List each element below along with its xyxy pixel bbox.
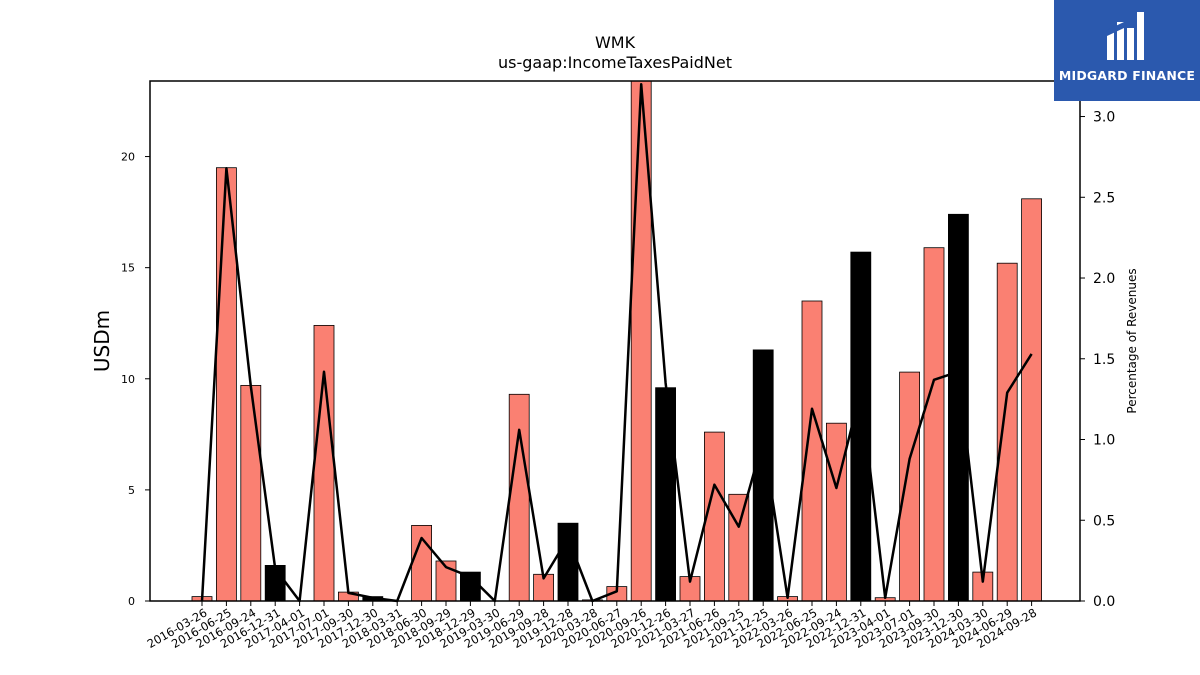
bar-2017-07-01	[313, 324, 335, 602]
bar-2023-09-30	[923, 247, 945, 602]
right-tick-label: 2.5	[1093, 190, 1115, 206]
bar-2019-06-29	[508, 393, 530, 602]
bar-2018-06-30	[411, 525, 433, 602]
chart-subtitle: us-gaap:IncomeTaxesPaidNet	[498, 53, 732, 72]
bar-2023-12-30	[948, 213, 969, 602]
bar-series	[191, 80, 1042, 602]
left-tick-label: 20	[121, 151, 135, 164]
line-series	[200, 82, 1033, 603]
x-axis: 2016-03-262016-06-252016-09-242016-12-31…	[145, 601, 1039, 651]
bar-2023-07-01	[899, 371, 920, 602]
bar-2022-09-24	[826, 422, 847, 602]
bar-2022-12-31	[850, 251, 872, 602]
right-tick-label: 0.0	[1093, 594, 1115, 610]
bar-2016-09-24	[240, 384, 262, 602]
bar-2022-06-25	[801, 300, 823, 602]
left-tick-label: 10	[121, 373, 135, 386]
left-tick-label: 0	[128, 595, 135, 608]
right-tick-label: 2.0	[1093, 271, 1115, 287]
left-axis: 0 5 10 15 20	[121, 151, 150, 608]
y-axis-label: USDm	[90, 310, 114, 372]
bar-2019-12-28	[557, 522, 579, 602]
right-tick-label: 1.5	[1093, 352, 1115, 368]
right-tick-label: 0.5	[1093, 513, 1115, 529]
bar-2021-09-25	[728, 493, 750, 602]
logo-name: MIDGARD FINANCE	[1058, 68, 1196, 83]
logo-mark-icon	[1107, 12, 1144, 60]
right-axis: 0.0 0.5 1.0 1.5 2.0 2.5 3.0	[1080, 110, 1115, 610]
bar-2024-09-28	[1021, 198, 1042, 602]
left-tick-label: 5	[128, 484, 135, 497]
left-tick-label: 15	[121, 262, 135, 275]
logo: MIDGARD FINANCE	[1054, 0, 1200, 101]
plot-frame	[149, 80, 1081, 602]
bar-2024-06-29	[996, 262, 1018, 602]
percentage-line	[200, 82, 1033, 603]
chart-title: WMK	[595, 33, 636, 52]
bar-2020-12-26	[655, 387, 676, 602]
right-tick-label: 3.0	[1093, 110, 1115, 126]
right-tick-label: 1.0	[1093, 433, 1115, 449]
right-axis-label: Percentage of Revenues	[1125, 268, 1139, 413]
bar-2021-12-25	[752, 349, 774, 602]
